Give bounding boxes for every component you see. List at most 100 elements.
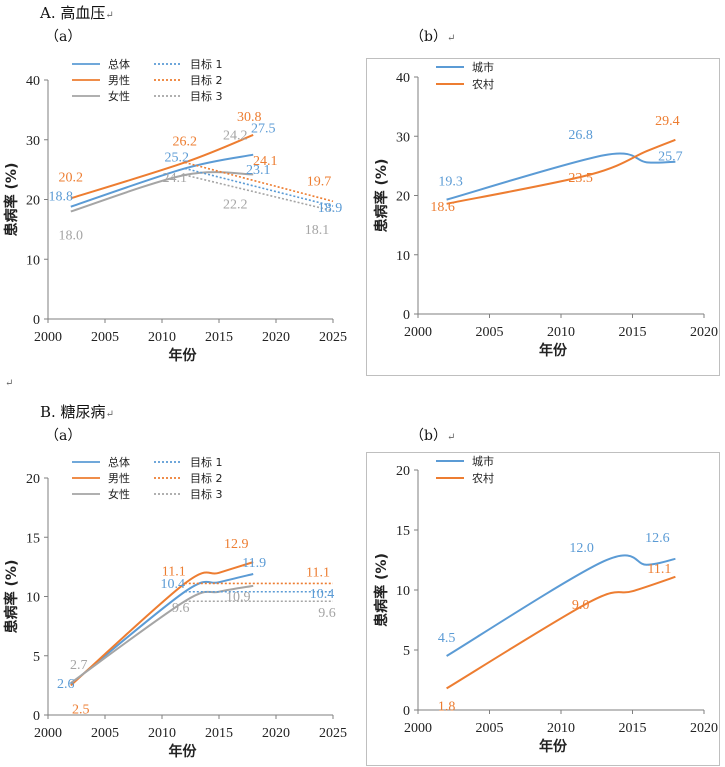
return-mark: ↵ — [105, 409, 114, 420]
data-label: 26.2 — [173, 134, 198, 149]
x-tick-label: 2010 — [148, 726, 176, 741]
series-line — [70, 561, 254, 687]
legend-label: 目标 1 — [190, 455, 223, 469]
data-label: 18.8 — [49, 190, 74, 205]
y-tick-label: 10 — [396, 249, 410, 264]
x-tick-label: 2015 — [619, 721, 647, 736]
x-tick-label: 2015 — [205, 330, 233, 345]
legend-label: 农村 — [472, 77, 494, 91]
data-label: 9.0 — [572, 598, 590, 613]
series-line — [446, 152, 676, 201]
x-tick-label: 2010 — [547, 721, 575, 736]
y-axis-title: 患病率 (%) — [3, 560, 20, 634]
data-label: 9.6 — [318, 606, 336, 621]
legend-label: 总体 — [108, 57, 130, 71]
legend-label: 城市 — [472, 454, 494, 468]
data-label: 29.4 — [655, 114, 680, 129]
legend-label: 总体 — [108, 455, 130, 469]
data-label: 2.7 — [70, 658, 88, 673]
series-line — [70, 171, 254, 213]
legend-label: 目标 2 — [190, 73, 223, 87]
data-label: 24.1 — [163, 171, 188, 186]
chart-hypertension-sex: 0 10 20 30 40 2000 2005 2010 2015 2020 2025 年份 患病率 (… — [3, 57, 347, 364]
y-tick-label: 10 — [396, 584, 410, 599]
chart-hypertension-urban-rural: 0 10 20 30 40 2000 2005 2010 2015 2020 年份 患病率 (%) 19… — [373, 60, 718, 359]
data-label: 1.8 — [438, 699, 456, 714]
y-tick-label: 40 — [26, 74, 40, 89]
y-tick-label: 30 — [396, 130, 410, 145]
y-tick-label: 15 — [396, 524, 410, 539]
x-tick-label: 2005 — [91, 726, 119, 741]
data-label: 19.7 — [307, 174, 332, 189]
legend-label: 女性 — [108, 89, 130, 103]
x-axis-title: 年份 — [169, 347, 198, 364]
panel-label-text: （b） — [410, 428, 447, 444]
x-tick-label: 2020 — [262, 330, 290, 345]
legend-label: 女性 — [108, 487, 130, 501]
chart-diabetes-sex: 0 5 10 15 20 2000 2005 2010 2015 2020 2025 年份 患病率 (%… — [3, 455, 347, 760]
legend-label: 城市 — [472, 60, 494, 74]
x-tick-label: 2020 — [690, 721, 718, 736]
y-tick-label: 5 — [33, 650, 40, 665]
y-tick-label: 20 — [26, 472, 40, 487]
x-tick-label: 2005 — [476, 325, 504, 340]
data-label: 10.9 — [226, 590, 251, 605]
panel-label-text: （b） — [410, 29, 447, 45]
chart-diabetes-urban-rural: 0 5 10 15 20 2000 2005 2010 2015 2020 年份 患病率 (%) 4.5… — [373, 454, 718, 755]
series-line — [70, 153, 254, 208]
legend-label: 男性 — [108, 471, 130, 485]
y-tick-label: 20 — [396, 190, 410, 205]
x-axis-title: 年份 — [539, 342, 568, 359]
x-tick-label: 2015 — [619, 325, 647, 340]
legend-label: 目标 1 — [190, 57, 223, 71]
return-mark: ↵ — [105, 10, 114, 21]
x-tick-label: 2025 — [319, 330, 347, 345]
x-tick-label: 2010 — [547, 325, 575, 340]
data-label: 9.6 — [172, 601, 190, 616]
x-tick-label: 2015 — [205, 726, 233, 741]
return-mark: ↵ — [446, 432, 456, 443]
data-label: 10.4 — [161, 577, 186, 592]
y-tick-label: 0 — [33, 709, 40, 724]
panel-label-a2: （a） — [45, 428, 82, 444]
data-label: 4.5 — [438, 631, 456, 646]
panel-label-a1: （a） — [45, 29, 82, 45]
x-tick-label: 2020 — [690, 325, 718, 340]
data-label: 18.1 — [305, 223, 330, 238]
section-title-diabetes: B. 糖尿病↵ — [40, 401, 114, 422]
x-tick-label: 2020 — [262, 726, 290, 741]
series-line — [70, 584, 254, 684]
data-label: 22.2 — [223, 197, 248, 212]
x-tick-label: 2000 — [404, 721, 432, 736]
data-label: 11.1 — [162, 564, 186, 579]
chart-frame-urban-rural-hypertension — [366, 58, 720, 376]
legend-label: 目标 3 — [190, 89, 223, 103]
data-label: 26.8 — [568, 128, 593, 143]
data-label: 24.1 — [253, 154, 278, 169]
data-label: 12.0 — [569, 541, 594, 556]
data-label: 18.6 — [430, 200, 455, 215]
x-tick-label: 2000 — [34, 726, 62, 741]
y-axis-title: 患病率 (%) — [373, 159, 390, 233]
return-mark: ↵ — [5, 378, 14, 389]
x-axis-title: 年份 — [169, 743, 198, 760]
legend-label: 目标 3 — [190, 487, 223, 501]
data-label: 18.0 — [59, 228, 84, 243]
y-tick-label: 5 — [403, 644, 410, 659]
return-mark: ↵ — [446, 33, 456, 44]
series-line — [70, 134, 254, 200]
x-tick-label: 2000 — [404, 325, 432, 340]
section-title-text: B. 糖尿病 — [40, 403, 106, 421]
series-line — [184, 161, 334, 203]
data-label: 12.6 — [645, 531, 670, 546]
chart-frame-urban-rural-diabetes — [366, 452, 720, 766]
data-label: 18.9 — [318, 201, 343, 216]
x-tick-label: 2005 — [91, 330, 119, 345]
data-label: 24.2 — [223, 128, 248, 143]
x-tick-label: 2010 — [148, 330, 176, 345]
data-label: 19.3 — [438, 175, 463, 190]
y-tick-label: 20 — [26, 194, 40, 209]
series-line — [446, 575, 676, 690]
series-line — [446, 554, 676, 657]
